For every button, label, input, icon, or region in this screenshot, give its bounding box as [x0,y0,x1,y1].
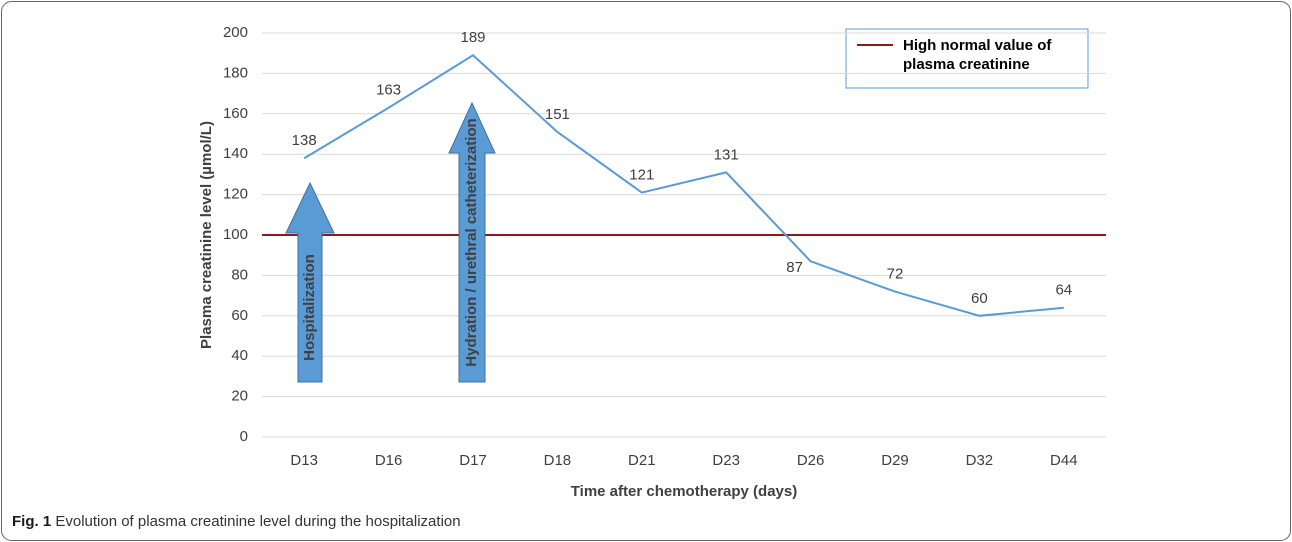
caption: Fig. 1 Evolution of plasma creatinine le… [12,513,461,530]
y-tick-label: 40 [231,347,248,364]
data-label: 138 [292,132,317,149]
data-label: 131 [714,146,739,163]
x-tick-label: D26 [797,452,825,469]
data-label: 163 [376,82,401,99]
caption-text: Evolution of plasma creatinine level dur… [55,513,461,530]
x-tick-label: D18 [544,452,572,469]
data-line [303,53,1064,317]
y-tick-label: 60 [231,307,248,324]
x-tick-label: D44 [1050,452,1078,469]
data-label: 121 [629,167,654,184]
x-tick-label: D21 [628,452,656,469]
data-label: 151 [545,106,570,123]
annotation-arrow [448,101,496,383]
y-tick-label: 20 [231,388,248,405]
data-label: 72 [887,266,904,283]
annotation: Hydration / urethral catheterization [463,118,480,366]
x-tick-label: D29 [881,452,909,469]
data-label: 64 [1055,282,1072,299]
y-tick-label: 100 [223,226,248,243]
x-tick-label: D23 [712,452,740,469]
y-tick-label: 180 [223,64,248,81]
y-tick-label: 200 [223,24,248,41]
data-label: 189 [460,29,485,46]
legend-label: High normal value of plasma creatinine [903,37,1052,73]
x-tick-label: D17 [459,452,487,469]
caption-label: Fig. 1 [12,513,52,530]
x-tick-label: D16 [375,452,403,469]
data-label: 60 [971,290,988,307]
y-tick-label: 80 [231,266,248,283]
legend-box [845,28,1089,89]
y-tick-label: 0 [240,428,248,445]
annotation-arrow [285,181,335,383]
x-tick-label: D13 [290,452,318,469]
x-axis-title: Time after chemotherapy (days) [571,483,797,500]
annotation: Hospitalization [301,254,318,361]
x-tick-label: D32 [966,452,994,469]
y-tick-label: 160 [223,105,248,122]
y-tick-label: 140 [223,145,248,162]
y-tick-label: 120 [223,186,248,203]
y-axis-title: Plasma creatinine level (µmol/L) [198,121,215,349]
data-label: 87 [786,259,803,276]
